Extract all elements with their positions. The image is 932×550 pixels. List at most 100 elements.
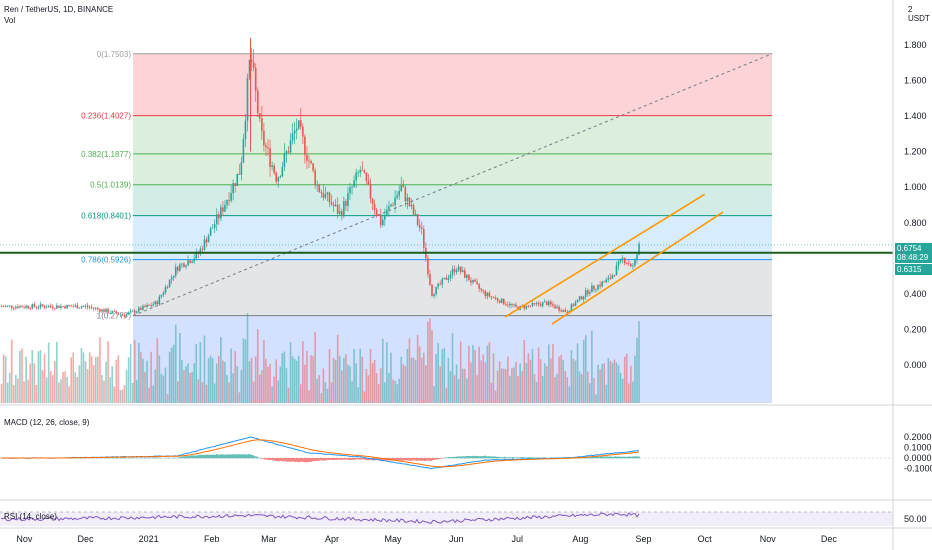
macd-histogram-bar [210,454,212,459]
volume-bar [609,360,612,403]
volume-bar [619,372,622,403]
volume-bar [607,357,610,403]
candle-body [396,195,398,198]
candle-body [218,214,220,219]
volume-bar [259,374,261,403]
time-tick-label: Sep [636,534,652,544]
volume-bar [131,383,134,403]
candle-body [146,304,148,308]
macd-histogram-bar [466,455,468,459]
candle-body [570,304,573,311]
candle-body [611,275,614,279]
volume-bar [41,370,44,403]
volume-bar [293,358,296,403]
macd-histogram-bar [378,458,380,461]
candle-body [201,248,204,250]
macd-pane[interactable] [0,436,893,470]
candle-body [37,307,40,309]
fib-band [133,115,772,154]
candle-body [215,214,218,225]
volume-bar [238,392,241,403]
volume-bar [457,379,460,403]
candle-body [80,306,83,308]
candle-body [558,306,560,311]
volume-bar [638,321,640,403]
volume-bar [129,344,132,403]
volume-label[interactable]: Vol [4,16,16,25]
candle-body [164,287,167,293]
volume-bar [234,351,236,403]
macd-histogram-bar [404,458,406,461]
macd-histogram-bar [140,457,142,459]
macd-histogram-bar [356,458,358,460]
candle-body [431,284,433,297]
candle-body [86,305,89,307]
candle-body [39,304,42,308]
volume-bar [554,376,556,403]
volume-bar [250,357,253,403]
volume-bar [527,353,530,403]
candle-body [423,228,425,248]
macd-histogram-bar [414,458,416,461]
rsi-pane[interactable] [0,511,893,526]
volume-bar [529,359,532,403]
candle-body [584,290,587,297]
volume-bar [488,342,491,403]
macd-histogram-bar [200,454,202,459]
candle-body [334,204,337,206]
macd-tick-label: -0.1000 [904,464,932,474]
volume-bar [261,370,263,403]
macd-label[interactable]: MACD (12, 26, close, 9) [4,418,90,427]
candle-body [293,130,296,134]
candle-body [78,307,81,309]
macd-histogram-bar [508,457,510,459]
macd-histogram-bar [298,458,300,463]
volume-bar [365,369,368,403]
volume-bar [236,366,239,403]
macd-histogram-bar [346,458,348,460]
volume-bar [513,367,515,403]
macd-histogram-bar [440,458,442,459]
time-tick-label: May [385,534,403,544]
candle-body [310,161,312,164]
volume-bar [90,356,93,403]
candle-body [541,302,544,306]
volume-bar [466,378,468,403]
candle-body [628,263,630,265]
volume-bar [328,349,331,403]
candle-body [119,314,122,316]
candle-body [564,309,567,313]
macd-histogram-bar [524,457,526,459]
candle-body [572,304,575,306]
macd-histogram-bar [420,458,422,461]
candle-body [259,113,261,119]
candle-body [466,274,468,278]
price-pane[interactable]: 0(1.7503) 0.236(1.4027) 0.382(1.1877) 0.5(1… [0,37,893,403]
volume-bar [621,378,624,403]
candle-body [562,309,564,312]
macd-histogram-bar [180,457,182,459]
candle-body [373,203,376,210]
candle-body [252,62,255,68]
candle-body [17,306,19,308]
volume-bar [51,375,54,403]
candle-body [578,296,581,300]
rsi-label[interactable]: RSI (14, close) [4,512,57,521]
volume-bar [517,375,519,403]
volume-bar [138,342,140,403]
macd-histogram-bar [258,457,260,459]
volume-bar [60,379,62,403]
candle-body [123,315,126,317]
macd-histogram-bar [340,458,342,460]
candle-body [589,292,591,294]
macd-histogram-bar [184,456,186,459]
volume-bar [636,337,638,403]
symbol-title[interactable]: Ren / TetherUS, 1D, BINANCE [4,5,114,14]
volume-bar [345,354,347,403]
macd-histogram-bar [430,458,432,461]
candle-body [140,307,142,310]
macd-histogram-bar [606,456,608,459]
candle-body [636,254,638,259]
volume-bar [451,333,454,403]
